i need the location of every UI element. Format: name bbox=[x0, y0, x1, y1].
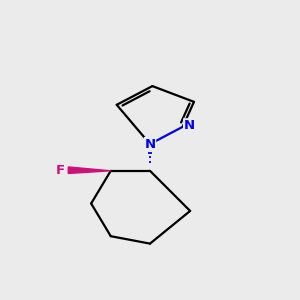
Text: N: N bbox=[144, 138, 156, 151]
Polygon shape bbox=[68, 167, 111, 173]
Text: F: F bbox=[56, 164, 64, 177]
Text: N: N bbox=[184, 119, 195, 132]
